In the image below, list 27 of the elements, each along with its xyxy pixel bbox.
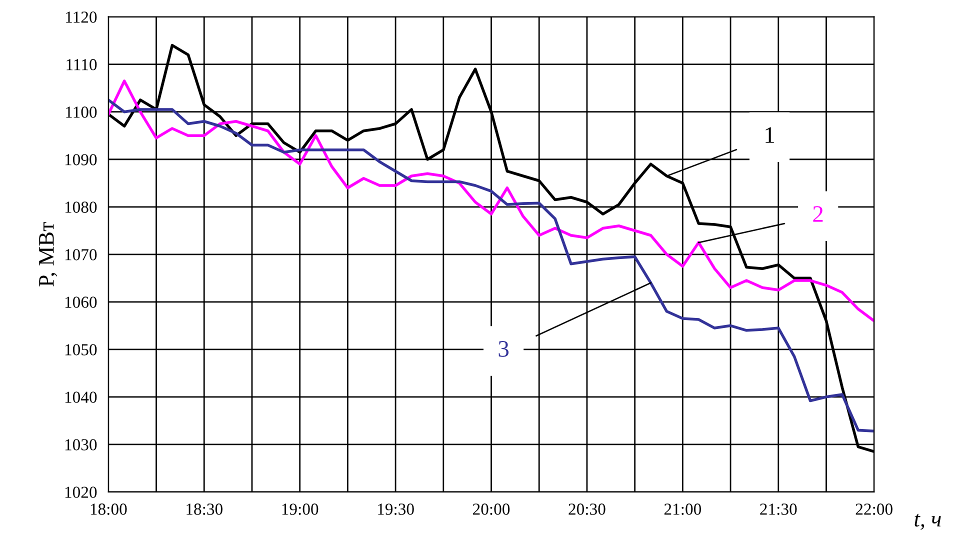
x-axis-title: t, ч (914, 514, 941, 530)
y-tick-label: 1090 (65, 154, 97, 166)
y-tick-label: 1080 (65, 202, 97, 213)
y-tick-label: 1110 (66, 59, 97, 70)
x-tick-label: 19:30 (378, 504, 414, 515)
y-tick-label: 1070 (65, 249, 97, 260)
x-tick-label: 21:30 (760, 504, 797, 515)
y-axis-title: P, МВт (39, 222, 58, 286)
text: 3 (498, 341, 509, 357)
y-tick-label: 1040 (65, 392, 97, 403)
x-tick-label: 20:00 (473, 504, 510, 515)
y-tick-label: 1060 (65, 296, 97, 308)
y-tick-label: 1020 (65, 486, 97, 498)
x-tick-label: 20:30 (568, 504, 606, 515)
text: 1 (766, 127, 774, 143)
x-tick-label: 19:00 (282, 504, 318, 515)
x-tick-label: 22:00 (856, 504, 892, 515)
y-tick-label: 1030 (65, 439, 97, 450)
text: 2 (813, 206, 823, 222)
line-series (108, 80, 874, 322)
line-series (108, 98, 874, 433)
y-tick-label: 1050 (65, 344, 97, 356)
y-tick-label: 1100 (66, 106, 97, 118)
x-tick-label: 21:00 (664, 504, 702, 515)
x-tick-label: 18:30 (186, 504, 222, 515)
y-tick-label: 1120 (66, 12, 97, 23)
x-tick-label: 18:00 (90, 504, 127, 515)
